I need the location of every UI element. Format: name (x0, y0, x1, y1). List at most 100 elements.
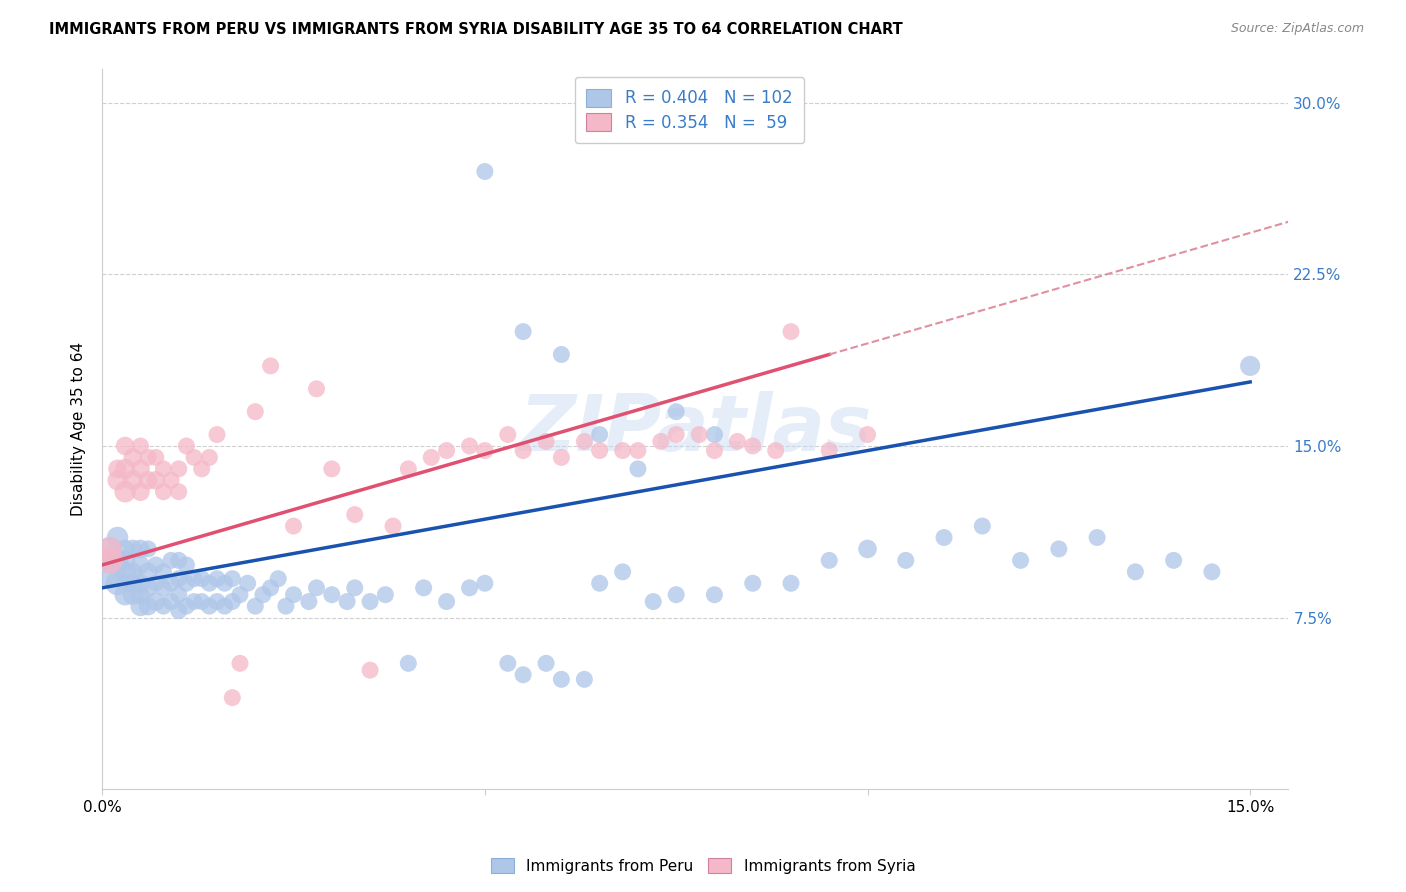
Point (236, 576, 259, 591)
Point (894, 553, 917, 567)
Point (190, 462, 212, 476)
Point (114, 462, 136, 476)
Text: IMMIGRANTS FROM PERU VS IMMIGRANTS FROM SYRIA DISABILITY AGE 35 TO 64 CORRELATIO: IMMIGRANTS FROM PERU VS IMMIGRANTS FROM … (49, 22, 903, 37)
Point (121, 588, 143, 602)
Point (229, 657, 252, 671)
Point (107, 576, 129, 591)
Point (703, 427, 725, 442)
Point (1239, 359, 1261, 373)
Point (856, 427, 879, 442)
Point (107, 553, 129, 567)
Point (283, 588, 305, 602)
Point (588, 443, 610, 458)
Point (107, 531, 129, 545)
Point (114, 439, 136, 453)
Point (121, 565, 143, 579)
Point (267, 572, 290, 586)
Point (1010, 553, 1032, 567)
Point (190, 594, 212, 608)
Point (474, 164, 496, 178)
Text: Source: ZipAtlas.com: Source: ZipAtlas.com (1230, 22, 1364, 36)
Point (474, 443, 496, 458)
Point (359, 663, 381, 677)
Point (221, 572, 243, 586)
Point (107, 473, 129, 487)
Point (129, 599, 152, 614)
Point (665, 427, 688, 442)
Point (121, 450, 143, 465)
Point (152, 581, 174, 595)
Point (114, 541, 136, 556)
Point (512, 443, 534, 458)
Point (336, 594, 359, 608)
Point (1163, 553, 1185, 567)
Point (703, 588, 725, 602)
Point (221, 594, 243, 608)
Point (458, 581, 481, 595)
Point (780, 325, 803, 339)
Point (343, 581, 366, 595)
Point (198, 450, 221, 465)
Point (145, 558, 167, 572)
Point (129, 576, 152, 591)
Point (121, 473, 143, 487)
Point (167, 462, 190, 476)
Point (512, 667, 534, 681)
Point (152, 599, 174, 614)
Point (114, 565, 136, 579)
Point (412, 581, 434, 595)
Point (818, 553, 841, 567)
Point (205, 427, 228, 442)
Point (167, 553, 190, 567)
Y-axis label: Disability Age 35 to 64: Disability Age 35 to 64 (72, 342, 86, 516)
Point (205, 594, 228, 608)
Point (183, 594, 205, 608)
Point (176, 576, 198, 591)
Point (627, 443, 650, 458)
Point (665, 405, 688, 419)
Point (198, 599, 221, 614)
Point (98, 541, 121, 556)
Point (396, 462, 419, 476)
Point (612, 565, 634, 579)
Point (550, 450, 572, 465)
Point (436, 443, 458, 458)
Point (229, 588, 252, 602)
Point (176, 439, 198, 453)
Point (588, 427, 610, 442)
Point (183, 572, 205, 586)
Point (550, 673, 572, 687)
Point (259, 359, 281, 373)
Point (121, 576, 143, 591)
Point (496, 427, 519, 442)
Point (574, 434, 596, 449)
Point (458, 439, 481, 453)
Point (305, 382, 328, 396)
Point (396, 657, 419, 671)
Point (650, 434, 672, 449)
Point (436, 594, 458, 608)
Point (198, 576, 221, 591)
Point (152, 462, 174, 476)
Point (725, 434, 748, 449)
Point (152, 484, 174, 499)
Point (818, 443, 841, 458)
Point (167, 484, 190, 499)
Point (534, 434, 557, 449)
Point (1085, 531, 1108, 545)
Point (1201, 565, 1223, 579)
Point (129, 541, 152, 556)
Point (703, 443, 725, 458)
Point (145, 594, 167, 608)
Point (136, 541, 159, 556)
Legend: R = 0.404   N = 102, R = 0.354   N =  59: R = 0.404 N = 102, R = 0.354 N = 59 (575, 77, 804, 144)
Point (741, 576, 763, 591)
Point (321, 588, 343, 602)
Point (512, 325, 534, 339)
Point (214, 599, 236, 614)
Point (145, 576, 167, 591)
Point (741, 439, 763, 453)
Point (382, 519, 405, 533)
Point (343, 508, 366, 522)
Point (98, 565, 121, 579)
